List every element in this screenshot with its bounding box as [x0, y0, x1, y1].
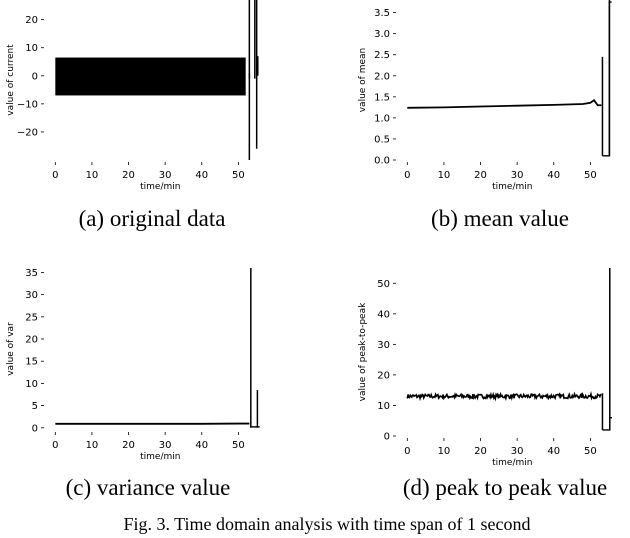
caption-mean-value: (b) mean value	[431, 206, 569, 231]
panel-mean-value: 0 10 20 30 40 50 0.0 0.5 1.0 1.5 2.0 2.5 3.0 3.5 time/…	[358, 0, 612, 231]
y-tick-label: 15	[25, 357, 38, 368]
y-tick-label: −10	[17, 99, 38, 110]
x-tick-label: 20	[474, 446, 487, 457]
x-tick-label: 0	[404, 170, 410, 181]
y-tick-label: 50	[377, 279, 390, 290]
x-tick-label: 40	[195, 440, 208, 451]
series-tail	[602, 1, 612, 157]
y-tick-label: 20	[25, 335, 38, 346]
series-oscillation-band	[55, 57, 246, 96]
x-tick-label: 30	[511, 170, 524, 181]
plot-area-variance-value: 0 10 20 30 40 50 0 5 10 15 20 25 30 35 time/min value o…	[6, 268, 260, 462]
y-tick-label: 0	[32, 423, 38, 434]
caption-original-data: (a) original data	[79, 206, 226, 231]
panel-variance-value: 0 10 20 30 40 50 0 5 10 15 20 25 30 35 time/min value o…	[6, 268, 260, 500]
y-tick-label: 0.0	[374, 156, 390, 167]
x-tick-label: 40	[547, 446, 560, 457]
y-tick-label: 0	[32, 71, 38, 82]
figure-caption: Fig. 3. Time domain analysis with time s…	[124, 514, 531, 534]
x-tick-label: 0	[404, 446, 410, 457]
x-tick-label: 50	[584, 170, 597, 181]
x-axis-label: time/min	[140, 182, 180, 192]
y-tick-label: 30	[377, 340, 390, 351]
x-tick-label: 30	[511, 446, 524, 457]
y-axis-label: value of current	[6, 44, 16, 116]
x-tick-label: 20	[474, 170, 487, 181]
caption-peak-to-peak-value: (d) peak to peak value	[403, 475, 607, 500]
y-tick-label: 10	[377, 401, 390, 412]
x-tick-label: 10	[438, 170, 451, 181]
y-tick-label: 2.0	[374, 71, 390, 82]
y-tick-label: 3.0	[374, 29, 390, 40]
series-line	[407, 98, 602, 109]
y-tick-label: 20	[25, 15, 38, 26]
x-tick-label: 20	[122, 440, 135, 451]
x-tick-label: 40	[547, 170, 560, 181]
y-axis-label: value of peak-to-peak	[358, 302, 368, 401]
plot-area-mean-value: 0 10 20 30 40 50 0.0 0.5 1.0 1.5 2.0 2.5 3.0 3.5 time/…	[358, 0, 612, 192]
x-tick-label: 50	[232, 440, 245, 451]
y-axis-label: value of var	[6, 322, 16, 376]
y-tick-label: 30	[25, 290, 38, 301]
series-tail	[602, 416, 612, 431]
x-tick-label: 40	[195, 170, 208, 181]
panel-peak-to-peak-value: 0 10 20 30 40 50 0 10 20 30 40 50 time/min value of p…	[358, 268, 612, 500]
panel-original-data: 0 10 20 30 40 50 −20 −10 0 10 20 time/min value of c…	[6, 0, 259, 231]
y-tick-label: 0	[384, 432, 390, 443]
x-axis-label: time/min	[492, 182, 532, 192]
x-tick-label: 10	[86, 440, 99, 451]
x-tick-label: 0	[52, 440, 58, 451]
plot-area-original-data: 0 10 20 30 40 50 −20 −10 0 10 20 time/min value of c…	[6, 0, 259, 192]
y-tick-label: 20	[377, 370, 390, 381]
x-tick-label: 50	[584, 446, 597, 457]
x-tick-label: 10	[86, 170, 99, 181]
y-tick-label: 25	[25, 312, 38, 323]
y-tick-label: 5	[32, 401, 38, 412]
caption-variance-value: (c) variance value	[66, 475, 231, 500]
y-tick-label: 10	[25, 43, 38, 54]
x-tick-label: 10	[438, 446, 451, 457]
plot-area-peak-to-peak-value: 0 10 20 30 40 50 0 10 20 30 40 50 time/min value of p…	[358, 268, 612, 468]
y-tick-label: 35	[25, 268, 38, 279]
y-tick-label: 3.5	[374, 8, 390, 19]
x-axis-label: time/min	[492, 458, 532, 468]
y-tick-label: 1.0	[374, 113, 390, 124]
y-tick-label: 0.5	[374, 134, 390, 145]
y-tick-label: −20	[17, 127, 38, 138]
x-tick-label: 0	[52, 170, 58, 181]
y-tick-label: 40	[377, 309, 390, 320]
series-line	[406, 391, 602, 402]
y-tick-label: 2.5	[374, 50, 390, 61]
x-tick-label: 20	[122, 170, 135, 181]
y-axis-label: value of mean	[358, 48, 368, 113]
y-tick-label: 10	[25, 379, 38, 390]
x-axis-label: time/min	[140, 452, 180, 462]
x-tick-label: 30	[159, 440, 172, 451]
x-tick-label: 50	[232, 170, 245, 181]
y-tick-label: 1.5	[374, 92, 390, 103]
x-tick-label: 30	[159, 170, 172, 181]
